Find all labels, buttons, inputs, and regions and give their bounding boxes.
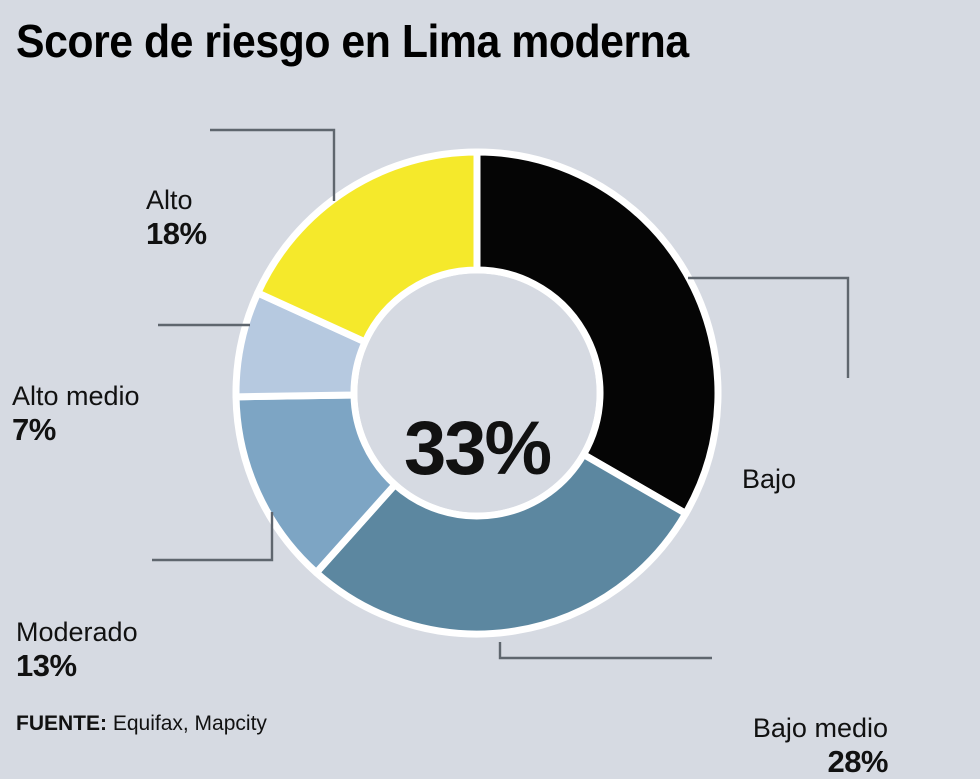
callout-moderado-label: Moderado — [16, 617, 138, 647]
callout-alto-medio-label: Alto medio — [12, 381, 140, 411]
donut-chart-svg — [152, 128, 850, 660]
leader-line-layer — [152, 128, 850, 660]
callout-bajo-medio-label: Bajo medio — [752, 713, 888, 743]
page-title: Score de riesgo en Lima moderna — [16, 15, 689, 67]
donut-slice-alto[interactable] — [254, 148, 481, 346]
callout-bajo: Bajo — [742, 464, 882, 494]
donut-slice-bajo-medio[interactable] — [312, 451, 690, 638]
donut-slice-layer — [232, 148, 722, 638]
leader-line-bajo-medio — [498, 642, 712, 660]
source-text: Equifax, Mapcity — [107, 712, 267, 735]
leader-line-bajo — [688, 276, 850, 378]
source-line: FUENTE: Equifax, Mapcity — [16, 712, 267, 736]
callout-alto-label: Alto — [146, 185, 193, 215]
leader-line-moderado — [152, 512, 274, 562]
callout-alto-medio-value: 7% — [12, 412, 56, 448]
callout-moderado: Moderado 13% — [16, 617, 206, 684]
leader-line-alto — [210, 128, 336, 201]
callout-moderado-value: 13% — [16, 648, 77, 684]
donut-chart: 33% Alto 18% Alto medio 7% Moderado 13% … — [0, 82, 980, 779]
donut-slice-moderado[interactable] — [232, 391, 399, 577]
title-bar: Score de riesgo en Lima moderna — [0, 0, 980, 82]
callout-alto: Alto 18% — [146, 185, 266, 252]
callout-alto-value: 18% — [146, 216, 207, 252]
callout-alto-medio: Alto medio 7% — [12, 381, 192, 448]
source-label: FUENTE: — [16, 712, 107, 735]
donut-slice-bajo[interactable] — [473, 148, 722, 517]
donut-hole — [357, 273, 597, 513]
center-value-label: 33% — [403, 406, 552, 491]
callout-bajo-medio-value: 28% — [827, 744, 888, 779]
callout-bajo-label: Bajo — [742, 464, 797, 494]
callout-bajo-medio: Bajo medio 28% — [640, 713, 889, 779]
